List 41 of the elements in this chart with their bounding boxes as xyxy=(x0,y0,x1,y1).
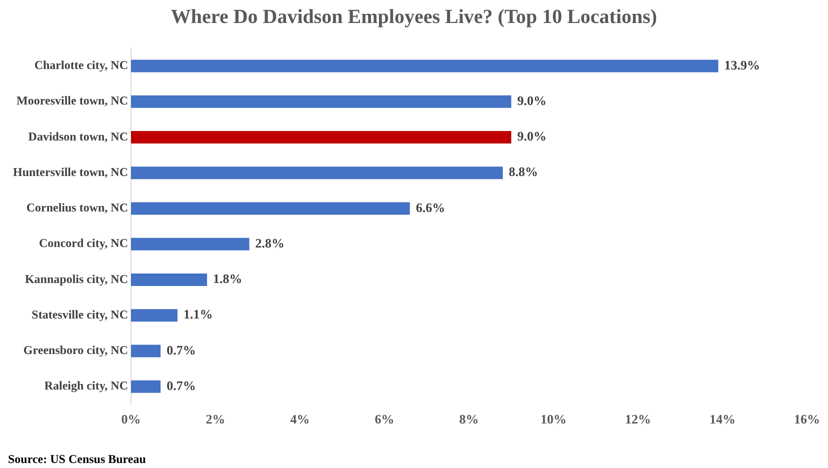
bar xyxy=(130,273,208,286)
bar xyxy=(130,60,718,72)
bar xyxy=(130,166,503,180)
y-tick-label: Huntersville town, NC xyxy=(12,164,128,179)
y-tick-label: Charlotte city, NC xyxy=(34,58,128,72)
bar xyxy=(130,202,410,215)
chart-title: Where Do Davidson Employees Live? (Top 10 Locations) xyxy=(170,6,658,29)
x-tick-label: 4% xyxy=(290,412,310,427)
bar xyxy=(130,344,161,358)
y-tick-label: Concord city, NC xyxy=(38,236,128,250)
data-label: 1.8% xyxy=(213,271,242,286)
y-tick-label: Statesville city, NC xyxy=(32,307,128,322)
bar xyxy=(130,238,250,250)
y-tick-label: Mooresville town, NC xyxy=(16,94,128,108)
x-tick-label: 12% xyxy=(625,412,651,427)
x-tick-label: 16% xyxy=(794,412,820,427)
data-label: 0.7% xyxy=(166,378,196,393)
data-label: 1.1% xyxy=(183,306,213,322)
data-label: 0.7% xyxy=(166,342,196,358)
bar xyxy=(130,309,178,322)
bar xyxy=(130,95,512,108)
y-tick-label: Greensboro city, NC xyxy=(23,343,128,358)
y-tick-label: Cornelius town, NC xyxy=(26,200,128,215)
y-tick-label: Kannapolis city, NC xyxy=(24,272,128,286)
data-label: 6.6% xyxy=(416,200,446,215)
data-label: 9.0% xyxy=(517,92,546,108)
data-label: 9.0% xyxy=(517,128,546,144)
x-tick-label: 10% xyxy=(540,412,566,427)
x-tick-label: 6% xyxy=(374,412,394,427)
data-label: 13.9% xyxy=(724,57,760,72)
y-tick-label: Raleigh city, NC xyxy=(44,378,128,393)
data-label: 2.8% xyxy=(255,235,285,250)
y-tick-label: Davidson town, NC xyxy=(28,129,128,144)
bar xyxy=(130,131,512,144)
source-note: Source: US Census Bureau xyxy=(8,452,146,467)
x-tick-label: 0% xyxy=(121,412,141,427)
x-tick-label: 2% xyxy=(206,412,226,427)
x-tick-label: 8% xyxy=(459,412,479,427)
x-tick-label: 14% xyxy=(710,412,736,427)
bar xyxy=(130,380,161,393)
data-label: 8.8% xyxy=(508,164,538,180)
